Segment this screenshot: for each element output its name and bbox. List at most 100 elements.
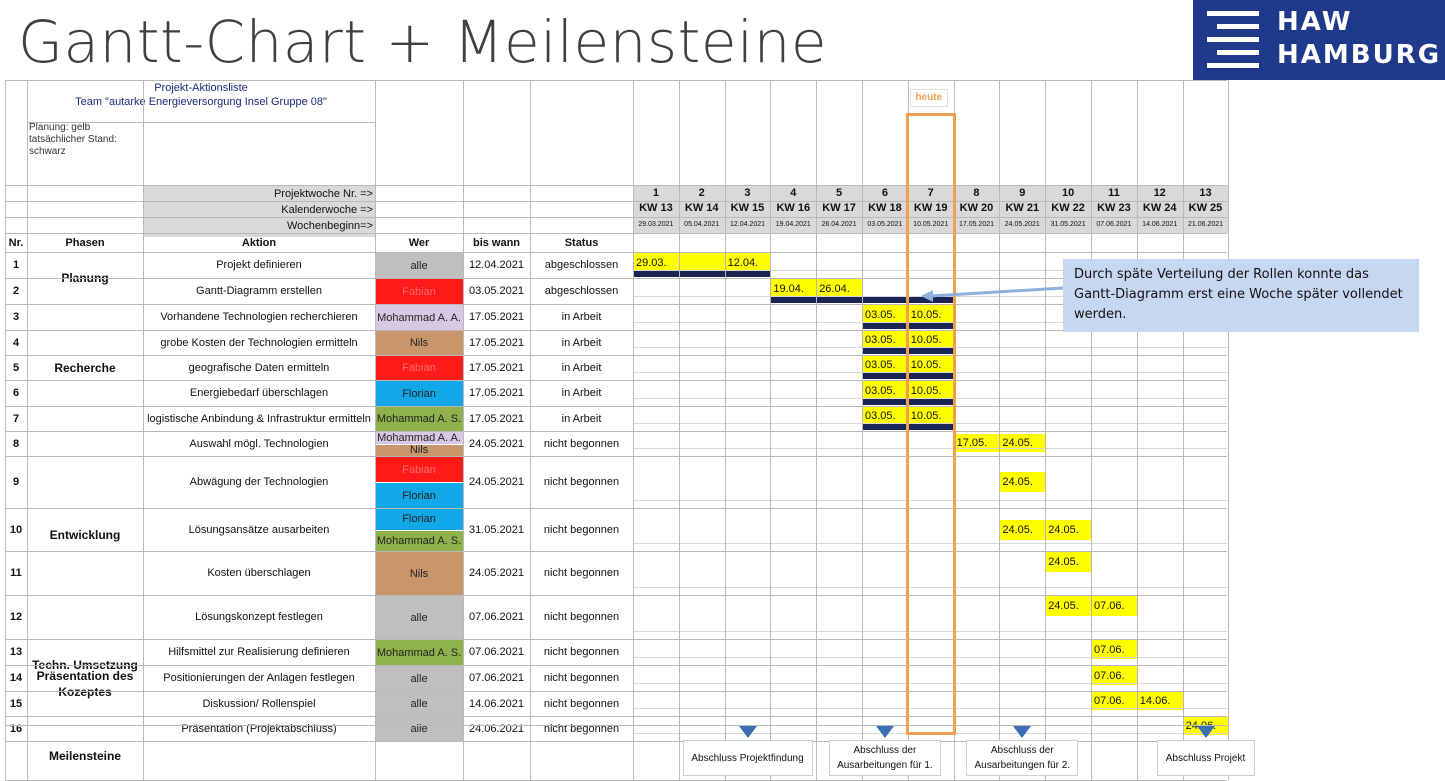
- calendar-week: KW 18: [868, 202, 902, 214]
- grid-subline: [633, 708, 1227, 709]
- row-wer: Fabian: [375, 279, 463, 304]
- calendar-week: KW 16: [776, 202, 811, 214]
- row-wer: Mohammad A. S.: [375, 530, 463, 551]
- week-number: 4: [790, 187, 797, 199]
- row-wer: Florian: [375, 381, 463, 406]
- row-aktion: Energiebedarf überschlagen: [189, 387, 329, 399]
- callout-arrow: [921, 286, 1064, 302]
- row-wer: alle: [375, 717, 463, 741]
- grid-line: [5, 252, 1227, 253]
- grid-line: [143, 80, 144, 780]
- week-start-date: 17.05.2021: [958, 221, 995, 228]
- row-bis-wann: 03.05.2021: [468, 285, 525, 297]
- header-label-projektwoche: Projektwoche Nr. =>: [273, 188, 373, 200]
- grid-line: [1182, 80, 1184, 780]
- row-bis-wann: 24.05.2021: [468, 476, 525, 488]
- row-wer: alle: [375, 692, 463, 716]
- row-number: 6: [12, 387, 20, 399]
- grid-line: [1045, 80, 1047, 780]
- row-wer: Nils: [375, 552, 463, 595]
- row-number: 3: [12, 311, 20, 323]
- row-number: 4: [12, 336, 20, 349]
- column-header-phasen: Phasen: [65, 237, 105, 249]
- grid-line: [375, 80, 376, 780]
- phase-label: Entwicklung: [49, 528, 121, 542]
- row-wer: Mohammad A. A.: [375, 305, 463, 330]
- grid-line: [1091, 80, 1092, 780]
- milestone-marker-icon: [1013, 726, 1032, 738]
- column-header-nr: Nr.: [8, 237, 24, 249]
- plan-bar: 03.05.: [863, 381, 908, 400]
- grid-line: [5, 691, 1227, 692]
- week-number: 2: [698, 187, 705, 199]
- week-header-bg: [1182, 185, 1229, 233]
- row-status: in Arbeit: [561, 387, 602, 399]
- grid-line: [463, 80, 464, 780]
- grid-line: [678, 80, 680, 780]
- logo-line-1: HAW: [1277, 7, 1353, 37]
- header-label-box: [143, 185, 375, 237]
- column-header-aktion: Aktion: [241, 237, 277, 249]
- grid-subline: [633, 657, 1227, 658]
- slide-title: Gantt-Chart + Meilensteine: [18, 8, 828, 76]
- week-header-bg: [907, 185, 954, 233]
- plan-bar: 07.06.: [1092, 692, 1137, 710]
- legend-line: tatsächlicher Stand:: [29, 134, 117, 145]
- week-number: 1: [652, 187, 659, 199]
- milestone-text: Abschluss der: [990, 745, 1054, 756]
- milestone-text: Ausarbeitungen für 2.: [974, 760, 1071, 771]
- row-number: 1: [12, 259, 20, 271]
- row-status: nicht begonnen: [543, 437, 620, 450]
- row-bis-wann: 07.06.2021: [468, 611, 525, 623]
- row-aktion: Vorhandene Technologien recherchieren: [160, 311, 358, 323]
- plan-bar: 26.04.: [817, 279, 862, 298]
- row-bis-wann: 17.05.2021: [468, 361, 525, 374]
- week-header-bg: [1136, 185, 1183, 233]
- calendar-week: KW 22: [1051, 202, 1085, 214]
- row-status: in Arbeit: [561, 311, 602, 323]
- row-number: 7: [12, 412, 20, 425]
- row-wer: alle: [375, 666, 463, 691]
- grid-line: [1136, 80, 1138, 780]
- grid-line: [27, 122, 375, 123]
- plan-bar: 12.04.: [725, 253, 771, 272]
- column-header-status: Status: [564, 237, 599, 249]
- row-wer: Mohammad A. S.: [375, 407, 463, 431]
- grid-subline: [633, 270, 1227, 271]
- row-status: abgeschlossen: [544, 285, 619, 297]
- week-header-bg: [816, 185, 862, 233]
- row-number: 16: [9, 722, 23, 735]
- row-wer: Mohammad A. A.: [375, 432, 463, 444]
- week-start-date: 29.03.2021: [638, 221, 674, 228]
- week-start-date: 21.06.2021: [1187, 221, 1224, 228]
- grid-subline: [633, 587, 1227, 588]
- row-bis-wann: 07.06.2021: [468, 672, 525, 684]
- row-wer: Fabian: [375, 457, 463, 482]
- row-number: 2: [12, 285, 20, 297]
- calendar-week: KW 21: [1005, 202, 1040, 214]
- haw-hamburg-logo: HAW HAMBURG: [1193, 0, 1445, 80]
- logo-mark-icon: [1207, 9, 1259, 71]
- column-header-wer: Wer: [408, 237, 430, 249]
- row-number: 15: [9, 697, 23, 710]
- grid-subline: [633, 448, 1227, 449]
- row-bis-wann: 24.06.2021: [468, 722, 525, 735]
- today-column-highlight: [905, 113, 956, 735]
- plan-bar: 17.05.: [954, 433, 1000, 452]
- gantt-sheet: Projekt-Aktionsliste Team "autarke Energi…: [5, 80, 1255, 781]
- grid-subline: [633, 683, 1227, 684]
- week-start-date: 10.05.2021: [913, 221, 949, 228]
- row-bis-wann: 17.05.2021: [468, 412, 525, 425]
- row-number: 10: [9, 523, 23, 536]
- legend-line: Planung: gelb: [29, 122, 91, 133]
- plan-bar: 10.05.: [908, 381, 954, 400]
- row-aktion: geografische Daten ermitteln: [188, 361, 330, 374]
- milestone-marker-icon: [1196, 726, 1215, 738]
- week-number: 3: [744, 187, 751, 199]
- plan-bar: 24.05.: [1000, 472, 1046, 492]
- grid-subline: [633, 372, 1227, 373]
- grid-line: [5, 355, 1227, 356]
- row-bis-wann: 07.06.2021: [468, 646, 525, 658]
- milestone-box: Abschluss Projektfindung: [682, 740, 813, 776]
- phase-label: Recherche: [54, 360, 116, 375]
